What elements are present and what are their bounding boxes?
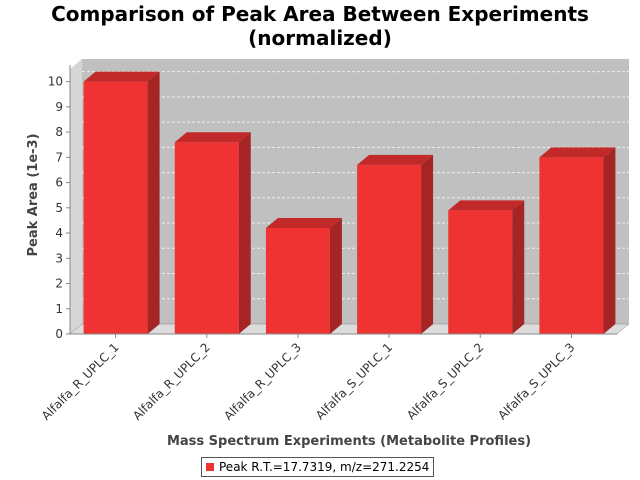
- y-axis: 0 1 2 3 4 5 6 7 8 9 10: [48, 65, 71, 341]
- y-tick-label: 10: [48, 75, 63, 89]
- chart-title-line1: Comparison of Peak Area Between Experime…: [51, 2, 589, 26]
- bar-front: [539, 157, 604, 334]
- bar: [448, 200, 525, 334]
- bar-front: [83, 81, 148, 334]
- bar-front: [357, 164, 422, 334]
- bar-top: [83, 71, 160, 82]
- legend-label: Peak R.T.=17.7319, m/z=271.2254: [219, 460, 430, 474]
- legend: Peak R.T.=17.7319, m/z=271.2254: [201, 457, 435, 477]
- y-tick-label: 1: [55, 302, 63, 316]
- bar-side: [329, 218, 342, 334]
- y-tick-label: 5: [55, 201, 63, 215]
- y-tick-label: 9: [55, 100, 63, 114]
- y-axis-label: Peak Area (1e-3): [26, 133, 41, 256]
- chart-title-line2: (normalized): [248, 26, 392, 50]
- bars: [83, 71, 616, 334]
- bar: [265, 218, 342, 334]
- bar-front: [174, 142, 239, 334]
- bar-side: [238, 132, 251, 334]
- y-tick-label: 0: [55, 327, 63, 341]
- bar-side: [512, 200, 525, 334]
- bar-front: [448, 210, 513, 334]
- grid-lines: [82, 71, 629, 300]
- bar-top: [174, 132, 251, 143]
- x-tick-label: Alfalfa_S_UPLC_2: [404, 340, 486, 422]
- bar: [539, 147, 616, 334]
- x-axis: Alfalfa_R_UPLC_1 Alfalfa_R_UPLC_2 Alfalfa_…: [39, 333, 617, 423]
- chart-title: Comparison of Peak Area Between Experime…: [0, 2, 640, 50]
- bar-front: [265, 228, 330, 334]
- bar-top: [265, 218, 342, 228]
- bar-top: [357, 154, 434, 165]
- plot-left-wall: [70, 59, 82, 334]
- bar-top: [539, 147, 616, 158]
- bar-top: [448, 200, 525, 211]
- bar-side: [147, 71, 160, 334]
- y-tick-label: 3: [55, 251, 63, 265]
- x-tick-label: Alfalfa_S_UPLC_1: [313, 340, 395, 422]
- bar: [357, 154, 434, 334]
- y-tick-label: 4: [55, 226, 63, 240]
- y-tick-label: 6: [55, 176, 63, 190]
- bar-side: [421, 154, 434, 334]
- bar: [83, 71, 160, 334]
- x-tick-label: Alfalfa_R_UPLC_2: [130, 340, 213, 423]
- y-tick-label: 8: [55, 125, 63, 139]
- x-tick-label: Alfalfa_R_UPLC_1: [39, 340, 122, 423]
- x-tick-label: Alfalfa_R_UPLC_3: [221, 340, 304, 423]
- y-tick-label: 2: [55, 277, 63, 291]
- bar-side: [603, 147, 616, 334]
- y-tick-label: 7: [55, 150, 63, 164]
- x-axis-label: Mass Spectrum Experiments (Metabolite Pr…: [167, 434, 531, 449]
- legend-swatch: [206, 463, 214, 471]
- plot-back-wall: [82, 59, 629, 324]
- x-tick-label: Alfalfa_S_UPLC_3: [495, 340, 577, 422]
- bar: [174, 132, 251, 334]
